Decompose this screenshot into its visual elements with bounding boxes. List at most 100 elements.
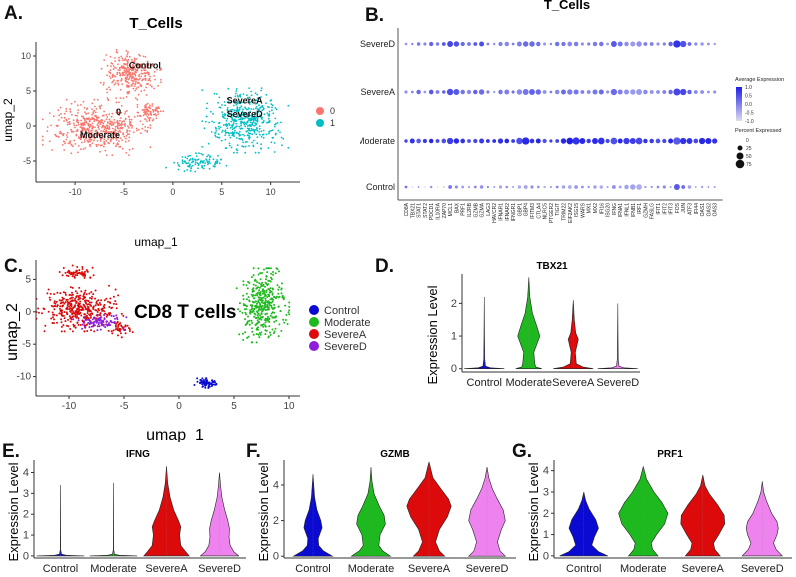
dot-mark [567, 185, 572, 189]
umap-cell-point [134, 78, 137, 81]
umap-cell-point [124, 125, 127, 127]
umap-cell-point [287, 311, 290, 314]
color-scale-tick: -0.5 [745, 111, 754, 117]
umap-cell-point [64, 142, 66, 145]
umap-cell-point [225, 164, 228, 167]
x-tick-label: 5 [219, 187, 224, 197]
umap-cell-point [144, 129, 147, 132]
umap-cell-point [243, 114, 246, 116]
umap-cell-point [131, 73, 133, 76]
umap-cell-point [70, 318, 73, 321]
umap-cell-point [79, 297, 82, 300]
umap-cell-point [58, 271, 61, 273]
umap-cell-point [134, 82, 137, 85]
umap-cell-point [73, 139, 76, 142]
umap-cell-point [213, 92, 216, 95]
umap-cell-point [115, 303, 118, 306]
umap-cell-point [245, 308, 248, 311]
umap-cell-point [216, 162, 219, 165]
umap-cell-point [238, 108, 241, 111]
dot-mark [687, 185, 692, 189]
umap-cell-point [105, 54, 108, 56]
umap-cell-point [125, 131, 128, 134]
umap-cell-point [117, 324, 120, 327]
umap-cell-point [87, 141, 90, 143]
umap-cell-point [243, 308, 246, 311]
dot-mark [597, 137, 605, 145]
umap-cell-point [241, 332, 244, 335]
category-label: SevereD [466, 563, 509, 575]
umap-cell-point [103, 128, 106, 131]
umap-cell-point [216, 159, 218, 161]
umap-cell-point [58, 114, 61, 117]
umap-cell-point [67, 142, 70, 145]
umap-cell-point [242, 298, 245, 301]
umap-cell-point [61, 311, 64, 314]
umap-cell-point [50, 124, 52, 127]
umap-cell-point [113, 136, 115, 139]
umap-cell-point [259, 114, 261, 117]
umap-cell-point [76, 292, 79, 295]
umap-cell-point [260, 331, 263, 334]
umap-cell-point [266, 267, 269, 270]
umap-cell-point [116, 71, 119, 74]
gene-label: ISG15 [574, 203, 580, 217]
umap-cell-point [275, 319, 278, 322]
cluster-annotation: Moderate [80, 130, 120, 140]
umap-cell-point [264, 297, 267, 300]
umap-cell-point [225, 119, 228, 122]
umap-cell-point [146, 63, 149, 66]
umap-cell-point [108, 142, 111, 145]
gene-label: GBP4 [524, 203, 530, 217]
umap-cell-point [82, 298, 85, 301]
umap-cell-point [194, 163, 197, 166]
umap-cell-point [275, 295, 278, 298]
umap-cell-point [262, 129, 265, 132]
umap-cell-point [250, 117, 253, 119]
umap-cell-point [125, 96, 128, 98]
umap-cell-point [53, 293, 56, 296]
umap-cell-point [229, 126, 232, 129]
umap-cell-point [66, 300, 69, 303]
umap-cell-point [214, 132, 216, 134]
umap-cell-point [236, 125, 238, 128]
umap-cell-point [128, 148, 131, 151]
umap-cell-point [77, 296, 80, 299]
umap-cell-point [83, 325, 86, 328]
umap-cell-point [198, 152, 200, 155]
umap-cell-point [71, 275, 74, 278]
dot-mark [549, 139, 553, 143]
umap-cell-point [206, 102, 209, 105]
category-label: SevereA [552, 377, 595, 389]
umap-cell-point [105, 320, 108, 323]
umap-cell-point [101, 114, 104, 117]
umap-cell-point [106, 314, 109, 317]
umap-cell-point [137, 63, 140, 66]
category-label: Control [467, 377, 502, 389]
umap-cell-point [60, 302, 63, 304]
umap-cell-point [231, 126, 234, 128]
umap-cell-point [248, 300, 251, 303]
umap-cell-point [242, 122, 245, 125]
umap-cell-point [248, 136, 250, 139]
umap-cell-point [75, 302, 78, 304]
umap-cell-point [194, 161, 197, 164]
umap-cell-point [83, 321, 86, 324]
umap-cell-point [91, 108, 93, 110]
umap-cell-point [257, 116, 260, 118]
umap-cell-point [112, 295, 115, 298]
umap-cell-point [95, 309, 98, 312]
umap-cell-point [183, 170, 186, 173]
umap-cell-point [78, 286, 81, 289]
umap-cell-point [268, 321, 271, 323]
umap-cell-point [126, 324, 129, 327]
umap-cell-point [106, 116, 109, 118]
umap-cell-point [115, 111, 118, 114]
umap-cell-point [202, 153, 204, 156]
umap-cell-point [56, 321, 58, 324]
dot-mark [504, 138, 510, 144]
umap-cell-point [71, 264, 74, 267]
umap-cell-point [76, 313, 79, 316]
umap-cell-point [267, 336, 270, 339]
y-tick-label: -5 [22, 339, 31, 350]
